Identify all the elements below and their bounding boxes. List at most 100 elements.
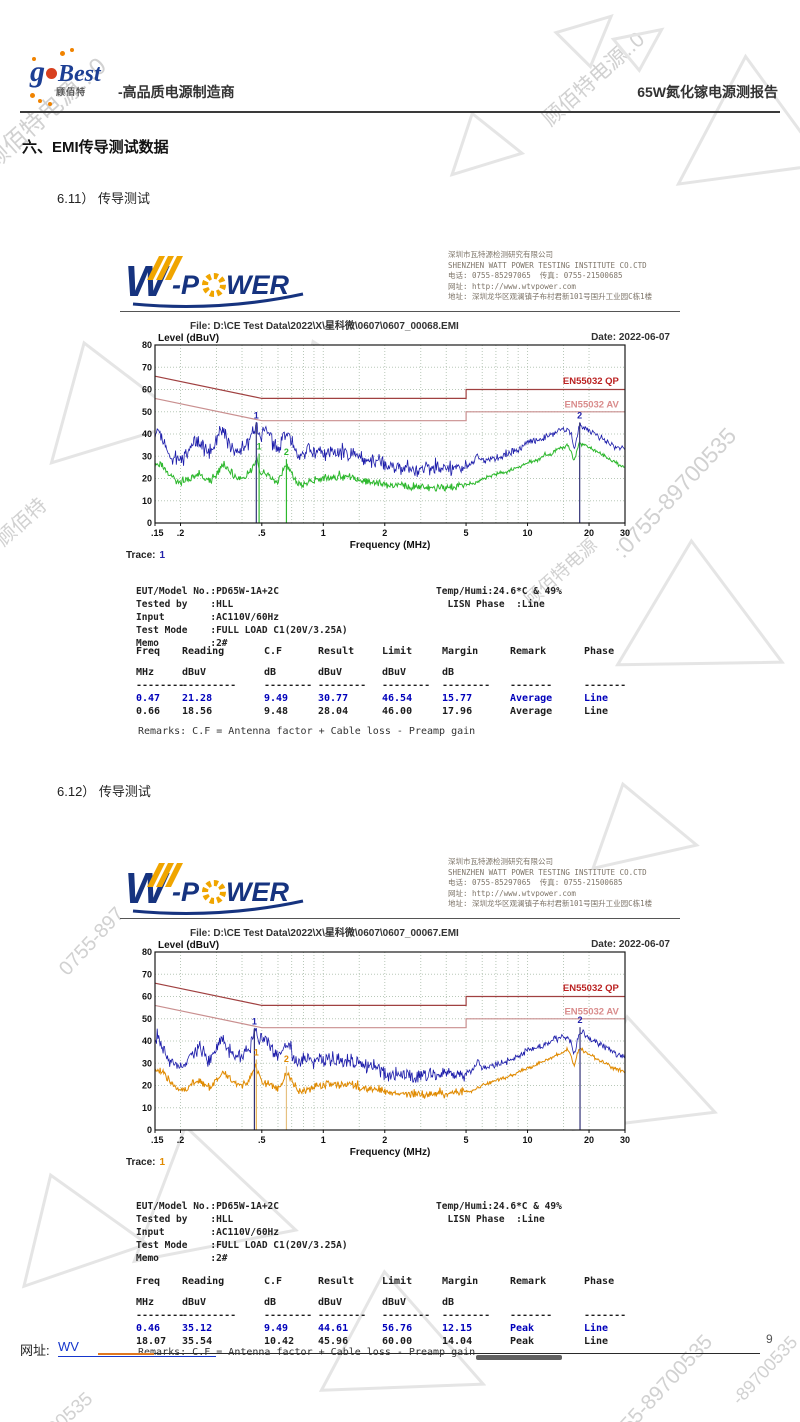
svg-text:1: 1 — [254, 1047, 259, 1057]
footer-rule — [130, 1353, 760, 1354]
gobest-dot-icon — [46, 68, 57, 79]
svg-text:60: 60 — [142, 385, 152, 395]
lab-contact-block: 深圳市瓦特源检测研究有限公司 SHENZHEN WATT POWER TESTI… — [448, 857, 653, 908]
table-row: 0.66 18.56 9.48 28.04 46.00 17.96 Average Line — [136, 706, 609, 717]
subsection-6-11: 6.11） 传导测试 — [57, 191, 150, 206]
table-header-row: Freq Reading C.F Result Limit Margin Remark Pha… — [136, 1276, 615, 1287]
measurement-table: Freq Reading C.F Result Limit Margin Remark Pha… — [136, 645, 672, 718]
trace-label: Trace: 1 — [126, 550, 166, 561]
svg-text:1: 1 — [252, 1016, 257, 1026]
svg-text:10: 10 — [142, 1103, 152, 1113]
svg-text:2: 2 — [284, 447, 289, 457]
svg-text:Frequency (MHz): Frequency (MHz) — [350, 1147, 431, 1158]
svg-text:EN55032 QP: EN55032 QP — [563, 376, 620, 387]
svg-text:60: 60 — [142, 992, 152, 1002]
watermark-text: 0755-897 — [55, 903, 129, 981]
svg-text:.5: .5 — [258, 528, 266, 538]
page-number: 9 — [766, 1332, 773, 1346]
report-6-12: W -P WER 深圳市瓦特源检测研究有限公司 SHENZHEN WATT PO… — [120, 855, 680, 1360]
wpower-slash-icon — [165, 863, 183, 887]
svg-text:10: 10 — [523, 1135, 533, 1145]
wpower-swoosh — [132, 292, 304, 308]
table-header-row: -------- --------- -------- -------- -------… — [136, 1310, 627, 1321]
lab-contact-block: 深圳市瓦特源检测研究有限公司 SHENZHEN WATT POWER TESTI… — [448, 250, 653, 301]
section-heading: 六、EMI传导测试数据 — [22, 139, 169, 156]
gobest-dot-icon — [30, 93, 35, 98]
svg-text:Frequency (MHz): Frequency (MHz) — [350, 540, 431, 551]
watermark-triangle-icon — [449, 110, 526, 177]
svg-text:1: 1 — [321, 528, 326, 538]
emi-chart-1: EN55032 QP EN55032 AV 1 1 2 2 Level (dBuV) 0 10 2… — [133, 331, 643, 556]
svg-text:Level (dBuV): Level (dBuV) — [158, 940, 219, 951]
svg-text:0: 0 — [147, 518, 152, 528]
svg-text:1: 1 — [254, 410, 259, 420]
wpower-logo-w: W — [125, 864, 170, 913]
svg-text:EN55032 AV: EN55032 AV — [564, 399, 619, 410]
wpower-slash-icon — [156, 863, 174, 887]
wpower-logo-p: -P — [172, 877, 200, 907]
obscured-text-smudge — [476, 1355, 562, 1360]
wpower-slash-icon — [147, 863, 165, 887]
gobest-logo: g Best 顾佰特 — [30, 48, 130, 106]
svg-text:2: 2 — [382, 528, 387, 538]
header-rule — [20, 111, 780, 113]
divider — [120, 311, 680, 312]
header-tagline: -高品质电源制造商 — [118, 84, 235, 100]
wpower-logo: W -P WER — [125, 859, 315, 924]
svg-text:40: 40 — [142, 1036, 152, 1046]
gobest-dot-icon — [48, 102, 52, 106]
gobest-dot-icon — [70, 48, 74, 52]
subsection-6-12: 6.12） 传导测试 — [57, 784, 151, 799]
svg-text:2: 2 — [577, 410, 582, 420]
svg-text:2: 2 — [578, 1015, 583, 1025]
eut-info-right: Temp/Humi:24.6*C & 49% LISN Phase :Line — [436, 1201, 562, 1225]
svg-text:EN55032 AV: EN55032 AV — [564, 1006, 619, 1017]
test-date: Date: 2022-06-07 — [591, 332, 670, 343]
watermark-text: -89700535 — [728, 1332, 800, 1409]
watermark-triangle-icon — [610, 27, 665, 74]
wpower-swoosh — [132, 899, 304, 915]
trace-label: Trace: 1 — [126, 1157, 166, 1168]
svg-text:2: 2 — [382, 1135, 387, 1145]
svg-text:40: 40 — [142, 429, 152, 439]
table-header-row: MHz dBuV dB dBuV dBuV dB — [136, 1297, 455, 1308]
svg-text:.15: .15 — [151, 528, 164, 538]
trace-number: 1 — [159, 1157, 166, 1168]
watermark-text: 顾佰特电源..0 — [538, 27, 650, 131]
file-path: File: D:\CE Test Data\2022\X\星科微\0607\06… — [190, 928, 459, 939]
svg-text:0: 0 — [147, 1125, 152, 1135]
divider — [120, 918, 680, 919]
gobest-logo-cn: 顾佰特 — [56, 87, 87, 97]
footer-orange-mark — [98, 1353, 154, 1355]
svg-text:30: 30 — [620, 1135, 630, 1145]
svg-text:70: 70 — [142, 362, 152, 372]
file-path: File: D:\CE Test Data\2022\X\星科微\0607\06… — [190, 321, 459, 332]
remarks-line: Remarks: C.F = Antenna factor + Cable lo… — [138, 726, 476, 737]
svg-text:.2: .2 — [177, 528, 185, 538]
svg-text:.2: .2 — [177, 1135, 185, 1145]
svg-text:10: 10 — [142, 496, 152, 506]
svg-text:5: 5 — [464, 1135, 469, 1145]
gobest-dot-icon — [60, 51, 65, 56]
footer-url-label: 网址: — [20, 1343, 50, 1358]
table-header-row: -------- --------- -------- -------- -------… — [136, 680, 627, 691]
svg-text:50: 50 — [142, 1014, 152, 1024]
footer-link-underline — [58, 1356, 216, 1357]
wpower-slash-icon — [147, 256, 165, 280]
gobest-logo-best: Best — [58, 61, 101, 87]
footer-url-link[interactable]: WV — [58, 1339, 79, 1354]
test-date: Date: 2022-06-07 — [591, 939, 670, 950]
table-header-row: Freq Reading C.F Result Limit Margin Remark Pha… — [136, 646, 615, 657]
gobest-dot-icon — [32, 57, 36, 61]
svg-text:70: 70 — [142, 969, 152, 979]
svg-text:5: 5 — [464, 528, 469, 538]
gobest-dot-icon — [38, 99, 42, 103]
svg-text:EN55032 QP: EN55032 QP — [563, 983, 620, 994]
svg-text:1: 1 — [257, 442, 262, 452]
measurement-table: Freq Reading C.F Result Limit Margin Remark Pha… — [136, 1275, 672, 1348]
wpower-logo-p: -P — [172, 270, 200, 300]
eut-info-left: EUT/Model No.:PD65W-1A+2C Tested by :HLL… — [136, 586, 348, 649]
wpower-logo-w: W — [125, 257, 170, 306]
table-row: 0.47 21.28 9.49 30.77 46.54 15.77 Average Line — [136, 693, 609, 704]
